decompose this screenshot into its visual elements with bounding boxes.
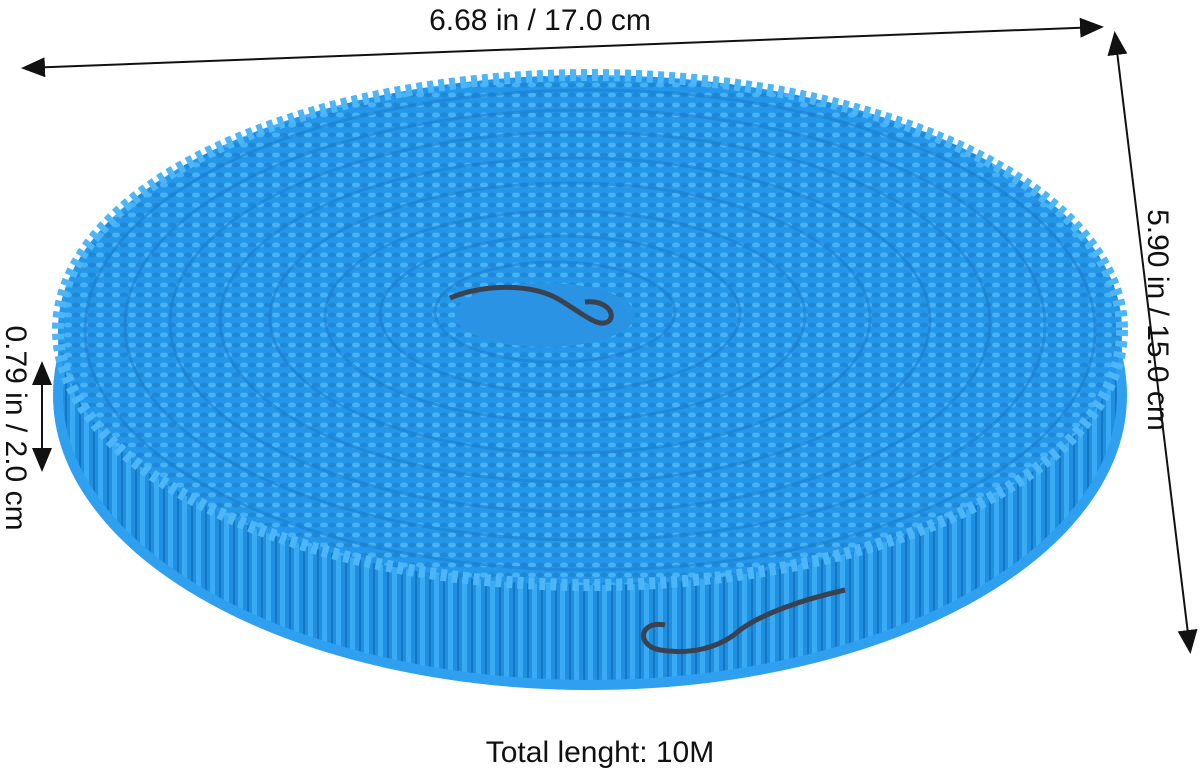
- dimension-arrows: [21, 17, 1198, 654]
- coil-side: [58, 330, 1122, 685]
- hook-bottom: [641, 587, 846, 655]
- width-arrow: [21, 17, 1104, 78]
- depth-arrow: [1107, 31, 1198, 654]
- rope-coil: [52, 69, 1128, 690]
- coil-center: [455, 283, 635, 347]
- height-label: 0.79 in / 2.0 cm: [0, 325, 32, 530]
- width-label: 6.68 in / 17.0 cm: [429, 4, 651, 37]
- total-length-label: Total lenght: 10M: [486, 736, 714, 769]
- depth-label: 5.90 in / 15.0 cm: [1141, 209, 1174, 431]
- hook-top: [449, 284, 614, 326]
- coil-rings: [83, 88, 1097, 572]
